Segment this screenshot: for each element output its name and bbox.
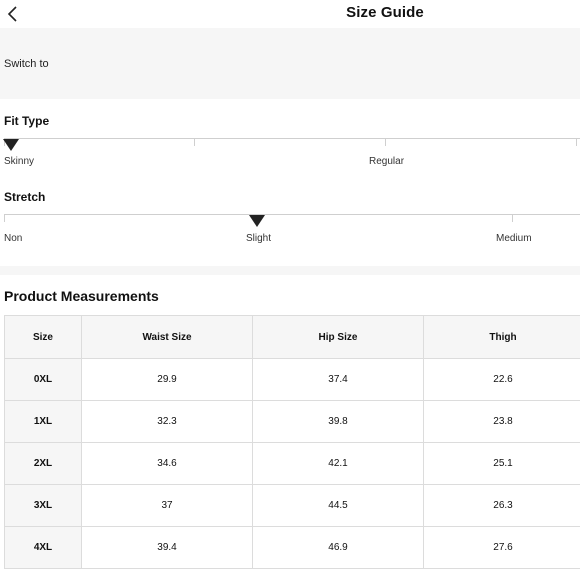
- fit-type-label-skinny: Skinny: [4, 156, 35, 167]
- size-cell: 1XL: [4, 400, 82, 443]
- fit-type-title: Fit Type: [4, 114, 50, 128]
- switch-section: Switch to: [0, 28, 580, 99]
- thigh-cell: 26.3: [423, 484, 580, 527]
- hip-cell: 39.8: [252, 400, 424, 443]
- column-header-size: Size: [4, 315, 82, 359]
- fit-type-tick: [576, 138, 577, 146]
- table-header-row: Size Waist Size Hip Size Thigh: [4, 315, 580, 359]
- table-row: 4XL 39.4 46.9 27.6: [4, 526, 580, 569]
- stretch-tick: [4, 214, 5, 222]
- table-row: 2XL 34.6 42.1 25.1: [4, 442, 580, 485]
- table-row: 0XL 29.9 37.4 22.6: [4, 358, 580, 401]
- size-cell: 0XL: [4, 358, 82, 401]
- thigh-cell: 25.1: [423, 442, 580, 485]
- stretch-scale: [4, 214, 580, 215]
- fit-type-tick: [194, 138, 195, 146]
- switch-label[interactable]: Switch to: [4, 58, 49, 70]
- hip-cell: 44.5: [252, 484, 424, 527]
- stretch-label-medium: Medium: [496, 233, 532, 244]
- waist-cell: 32.3: [81, 400, 253, 443]
- stretch-label-non: Non: [4, 233, 23, 244]
- product-measurements-title: Product Measurements: [4, 288, 159, 304]
- column-header-hip: Hip Size: [252, 315, 424, 359]
- chevron-left-icon[interactable]: [6, 6, 22, 22]
- stretch-title: Stretch: [4, 190, 46, 204]
- size-cell: 4XL: [4, 526, 82, 569]
- fit-type-pointer: [3, 139, 19, 151]
- waist-cell: 34.6: [81, 442, 253, 485]
- hip-cell: 42.1: [252, 442, 424, 485]
- hip-cell: 46.9: [252, 526, 424, 569]
- waist-cell: 39.4: [81, 526, 253, 569]
- measurements-table: Size Waist Size Hip Size Thigh 0XL 29.9 …: [4, 315, 580, 569]
- stretch-tick: [512, 214, 513, 222]
- column-header-thigh: Thigh: [423, 315, 580, 359]
- table-row: 3XL 37 44.5 26.3: [4, 484, 580, 527]
- stretch-label-slight: Slight: [246, 233, 272, 244]
- thigh-cell: 23.8: [423, 400, 580, 443]
- thigh-cell: 22.6: [423, 358, 580, 401]
- fit-type-label-regular: Regular: [369, 156, 405, 167]
- column-header-waist: Waist Size: [81, 315, 253, 359]
- stretch-pointer: [249, 215, 265, 227]
- hip-cell: 37.4: [252, 358, 424, 401]
- fit-type-scale: [4, 138, 580, 139]
- size-cell: 2XL: [4, 442, 82, 485]
- page-title: Size Guide: [346, 4, 424, 21]
- table-row: 1XL 32.3 39.8 23.8: [4, 400, 580, 443]
- waist-cell: 37: [81, 484, 253, 527]
- fit-type-tick: [385, 138, 386, 146]
- waist-cell: 29.9: [81, 358, 253, 401]
- header: Size Guide: [0, 0, 580, 28]
- thigh-cell: 27.6: [423, 526, 580, 569]
- size-cell: 3XL: [4, 484, 82, 527]
- section-divider: [0, 266, 580, 275]
